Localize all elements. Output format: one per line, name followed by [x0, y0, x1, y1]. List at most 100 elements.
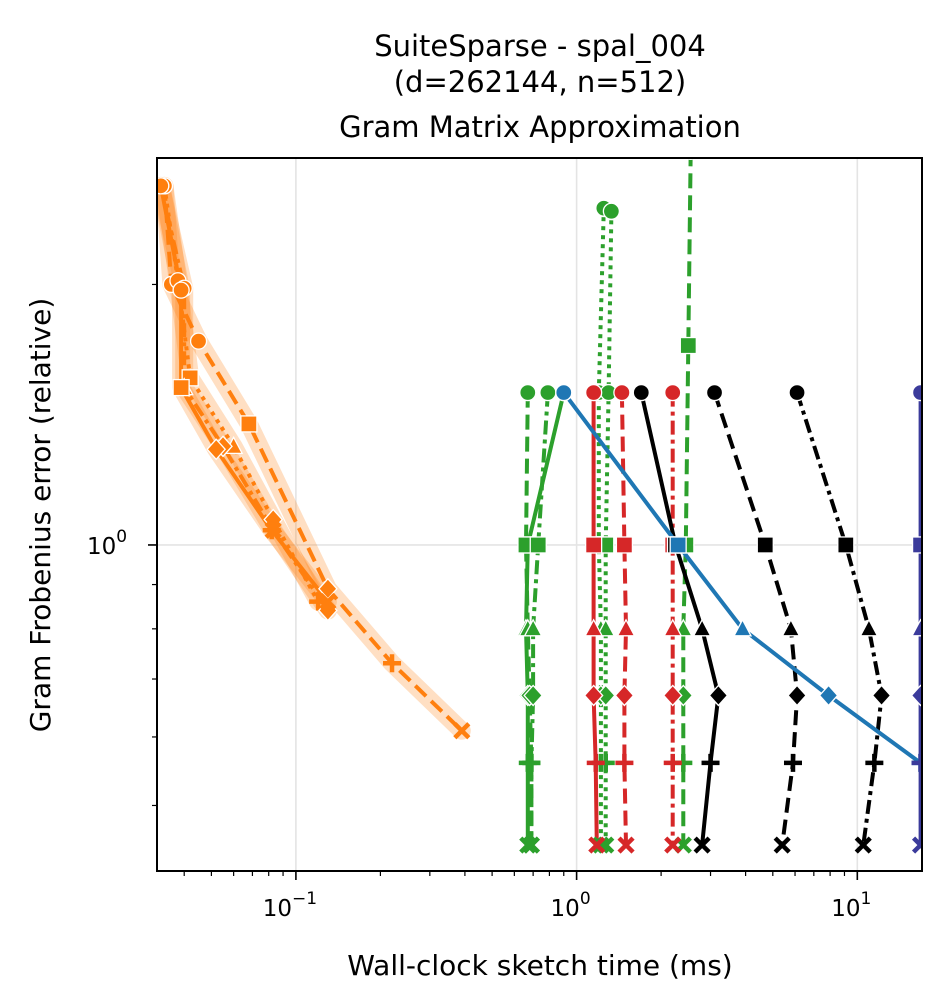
marker-diamond	[662, 684, 683, 707]
marker-square	[669, 536, 687, 554]
marker-triangle	[692, 618, 712, 637]
marker-diamond	[871, 684, 892, 707]
series-uncertainty-band	[157, 176, 471, 740]
marker-circle	[664, 383, 682, 402]
marker-diamond	[614, 684, 635, 707]
marker-plus	[262, 521, 281, 540]
series-marker-group	[157, 177, 337, 611]
marker-circle	[519, 383, 537, 402]
series-marker-group	[632, 383, 729, 854]
marker-square	[679, 336, 697, 355]
marker-diamond	[787, 684, 807, 707]
series-line	[162, 185, 464, 733]
marker-triangle	[732, 618, 753, 637]
marker-plus	[701, 753, 720, 772]
marker-square	[172, 378, 190, 397]
marker-circle	[555, 383, 573, 402]
chart-title-line-2: (d=262144, n=512)	[394, 65, 687, 99]
marker-circle	[189, 332, 208, 350]
marker-circle	[788, 383, 806, 402]
marker-diamond	[206, 438, 227, 461]
marker-circle	[613, 383, 631, 402]
marker-triangle	[616, 618, 636, 637]
chart-title-line-1: SuiteSparse - spal_004	[374, 29, 706, 63]
series-line	[591, 392, 599, 846]
marker-plus	[309, 592, 328, 611]
x-tick-label: 101	[831, 889, 871, 922]
series-marker-group	[705, 383, 807, 854]
marker-plus	[615, 753, 634, 772]
marker-triangle	[859, 618, 879, 637]
x-axis-label: Wall-clock sketch time (ms)	[347, 949, 732, 982]
marker-square	[615, 536, 634, 554]
chart-title-line-3: Gram Matrix Approximation	[339, 110, 741, 144]
x-tick-label: 10−1	[263, 889, 317, 922]
series-line	[795, 391, 884, 846]
marker-plus	[586, 753, 605, 772]
marker-x	[319, 593, 337, 611]
marker-x	[522, 836, 540, 854]
marker-triangle	[584, 618, 604, 637]
marker-circle	[539, 383, 557, 402]
marker-diamond	[910, 684, 922, 707]
series-marker-group	[157, 177, 471, 740]
marker-circle	[911, 383, 922, 402]
y-axis-label: Gram Frobenius error (relative)	[24, 298, 57, 733]
series-marker-group	[613, 383, 636, 854]
x-tick-label-exponent: 1	[861, 889, 872, 909]
marker-x	[693, 836, 711, 854]
series-line	[603, 211, 614, 846]
marker-circle	[157, 177, 170, 195]
x-tick-label: 100	[551, 889, 591, 922]
marker-square	[240, 415, 258, 433]
marker-plus	[383, 654, 402, 673]
marker-circle	[172, 281, 190, 299]
series-marker-group	[522, 383, 557, 854]
series-line	[162, 185, 320, 603]
y-tick-label: 100	[87, 527, 127, 560]
marker-triangle	[523, 618, 543, 637]
marker-circle	[705, 383, 724, 402]
marker-diamond	[523, 684, 544, 707]
y-tick-label-exponent: 0	[116, 527, 127, 547]
marker-triangle	[910, 618, 922, 637]
series-marker-group	[673, 158, 697, 854]
series-line	[681, 158, 693, 846]
series-marker-group	[788, 383, 892, 854]
marker-plus	[783, 753, 802, 772]
marker-diamond	[818, 684, 839, 707]
plot-frame	[156, 157, 923, 872]
marker-x	[453, 722, 471, 740]
marker-x	[588, 836, 606, 854]
marker-diamond	[708, 684, 729, 707]
series-line	[712, 391, 800, 846]
series-marker-group	[555, 383, 922, 772]
marker-x	[773, 836, 791, 854]
marker-x	[592, 836, 610, 854]
marker-plus	[663, 753, 682, 772]
series-line	[596, 208, 606, 846]
x-tick-label-exponent: −1	[292, 889, 317, 909]
marker-diamond	[583, 684, 604, 707]
band-layer	[157, 176, 471, 740]
series-marker-group	[583, 383, 606, 854]
marker-plus	[522, 753, 541, 772]
marker-triangle	[663, 618, 683, 637]
marker-circle	[685, 158, 697, 160]
series-line	[639, 392, 721, 846]
series-line	[562, 391, 922, 765]
marker-x	[664, 836, 682, 854]
marker-circle	[602, 202, 621, 220]
marker-plus	[865, 753, 884, 772]
series-markers	[157, 158, 922, 854]
series-marker-group	[910, 383, 922, 854]
x-tick-label-exponent: 0	[580, 889, 591, 909]
marker-circle	[632, 383, 650, 402]
series-line	[619, 392, 628, 846]
marker-x	[911, 836, 922, 854]
marker-x	[617, 836, 635, 854]
marker-square	[837, 536, 855, 554]
